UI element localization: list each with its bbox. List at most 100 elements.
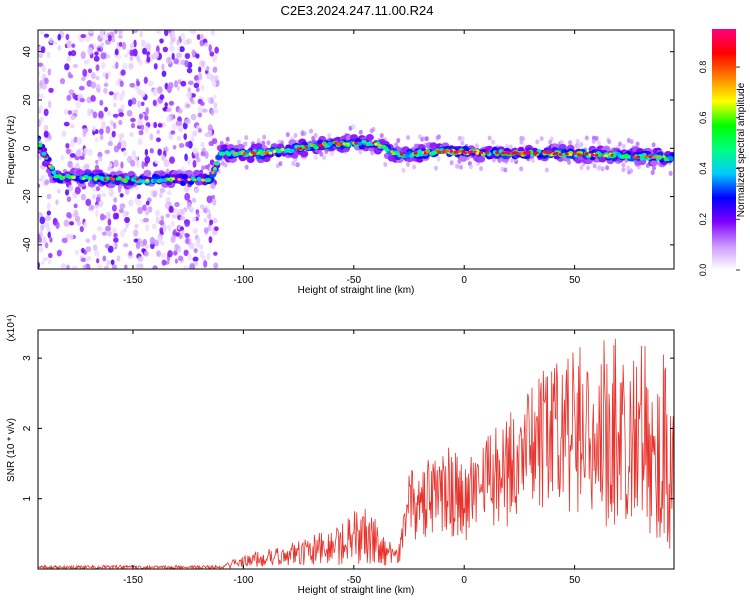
noise-speck [168,205,174,214]
noise-speck [46,193,52,200]
noise-speck [74,211,79,217]
noise-speck [179,233,183,240]
noise-speck [176,85,180,91]
noise-speck [105,225,112,232]
ridge-blob [413,151,418,155]
ridge-blob [639,156,645,161]
band-speck [394,142,399,148]
ridge-blob [469,150,474,154]
noise-speck [157,235,163,243]
noise-speck [101,231,107,236]
ridge-blob [644,155,648,159]
noise-speck [118,41,123,47]
noise-speck [116,55,122,60]
noise-speck [159,227,164,233]
band-speck [594,136,599,142]
noise-speck [38,70,41,77]
noise-speck [206,195,213,204]
ridge-blob [171,177,175,181]
noise-speck [184,192,191,201]
noise-speck [70,139,75,148]
band-speck [313,154,318,160]
noise-speck [83,147,89,155]
noise-speck [165,213,170,218]
noise-speck [171,52,175,61]
noise-speck [39,93,45,99]
ridge-blob [143,169,152,177]
noise-speck [138,59,143,66]
noise-speck [159,192,163,199]
noise-speck [95,75,100,81]
noise-speck [209,51,215,57]
noise-speck [99,99,104,106]
ridge-blob [272,149,277,154]
noise-speck [199,250,205,259]
noise-speck [165,197,171,203]
ridge-blob [485,151,489,155]
ridge-blob [572,151,577,155]
noise-speck [156,250,161,258]
band-speck [417,134,422,140]
noise-speck [193,75,200,81]
noise-speck [189,263,196,269]
noise-speck [138,113,143,120]
noise-speck [107,218,112,226]
noise-speck [92,125,96,132]
noise-speck [201,165,206,171]
noise-speck [52,40,58,46]
ridge-blob [636,155,641,159]
spectrogram-x-label: Height of straight line (km) [298,285,415,296]
ridge-blob [475,151,480,155]
noise-speck [97,47,101,52]
ridge-blob [652,155,656,159]
noise-speck [66,196,72,203]
band-speck [579,165,584,171]
colorbar-tick-label: 0.2 [698,213,708,226]
x-tick-label: 50 [569,275,581,286]
spectrogram-panel: -150 -100 -50 0 50 -40 -20 0 20 40 Height of stra… [6,29,675,296]
noise-speck [176,135,182,141]
band-speck [597,164,602,170]
noise-speck [185,141,190,148]
noise-speck [69,153,76,158]
noise-speck [66,211,72,219]
noise-speck [211,79,217,88]
noise-speck [191,197,197,203]
noise-speck [68,74,74,79]
noise-speck [187,87,192,94]
noise-speck [95,196,101,203]
noise-speck [112,212,119,220]
noise-speck [100,42,105,47]
noise-speck [111,130,116,138]
band-speck [605,165,610,171]
noise-speck [44,137,50,143]
noise-speck [73,203,78,209]
noise-speck [176,39,180,46]
noise-speck [90,81,97,89]
x-tick-label: -50 [347,575,362,586]
noise-speck [177,255,184,262]
noise-speck [153,121,158,129]
noise-speck [200,60,206,68]
colorbar-gradient [712,29,736,270]
noise-speck [38,105,44,111]
band-speck [625,165,630,171]
ridge-blob [327,141,333,146]
colorbar-tick-label: 0.8 [698,61,708,74]
ridge-blob [44,155,48,159]
band-speck [277,139,282,145]
noise-speck [171,214,178,219]
noise-speck [86,256,92,262]
noise-speck [80,257,86,262]
noise-speck [187,38,192,45]
noise-speck [209,97,215,104]
noise-speck [121,140,127,148]
noise-speck [171,123,178,130]
band-speck [256,137,261,143]
noise-speck [179,226,185,231]
noise-speck [159,219,165,226]
noise-speck [136,199,142,207]
noise-speck [156,86,163,94]
noise-speck [122,243,129,248]
noise-speck [143,250,149,257]
